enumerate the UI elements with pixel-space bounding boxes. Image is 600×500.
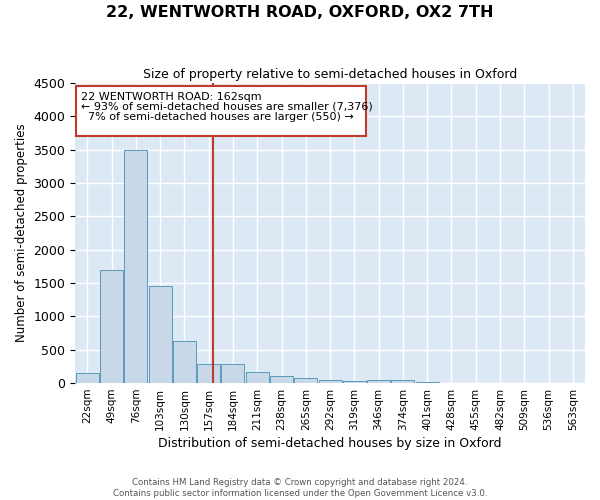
Bar <box>173 342 196 383</box>
Bar <box>246 372 269 383</box>
Text: ← 93% of semi-detached houses are smaller (7,376): ← 93% of semi-detached houses are smalle… <box>81 102 373 112</box>
Y-axis label: Number of semi-detached properties: Number of semi-detached properties <box>15 124 28 342</box>
Text: 22 WENTWORTH ROAD: 162sqm: 22 WENTWORTH ROAD: 162sqm <box>81 92 262 102</box>
Text: 22, WENTWORTH ROAD, OXFORD, OX2 7TH: 22, WENTWORTH ROAD, OXFORD, OX2 7TH <box>106 5 494 20</box>
Bar <box>416 382 439 383</box>
Bar <box>149 286 172 383</box>
Bar <box>391 380 415 383</box>
X-axis label: Distribution of semi-detached houses by size in Oxford: Distribution of semi-detached houses by … <box>158 437 502 450</box>
Bar <box>124 150 148 383</box>
Bar <box>100 270 123 383</box>
Bar <box>221 364 244 383</box>
Text: 7% of semi-detached houses are larger (550) →: 7% of semi-detached houses are larger (5… <box>81 112 354 122</box>
Text: Contains HM Land Registry data © Crown copyright and database right 2024.
Contai: Contains HM Land Registry data © Crown c… <box>113 478 487 498</box>
Bar <box>270 376 293 383</box>
Bar <box>197 364 220 383</box>
Bar <box>367 380 390 383</box>
Bar <box>76 86 367 136</box>
Title: Size of property relative to semi-detached houses in Oxford: Size of property relative to semi-detach… <box>143 68 517 80</box>
Bar <box>76 373 99 383</box>
Bar <box>343 381 366 383</box>
Bar <box>294 378 317 383</box>
Bar <box>319 380 341 383</box>
